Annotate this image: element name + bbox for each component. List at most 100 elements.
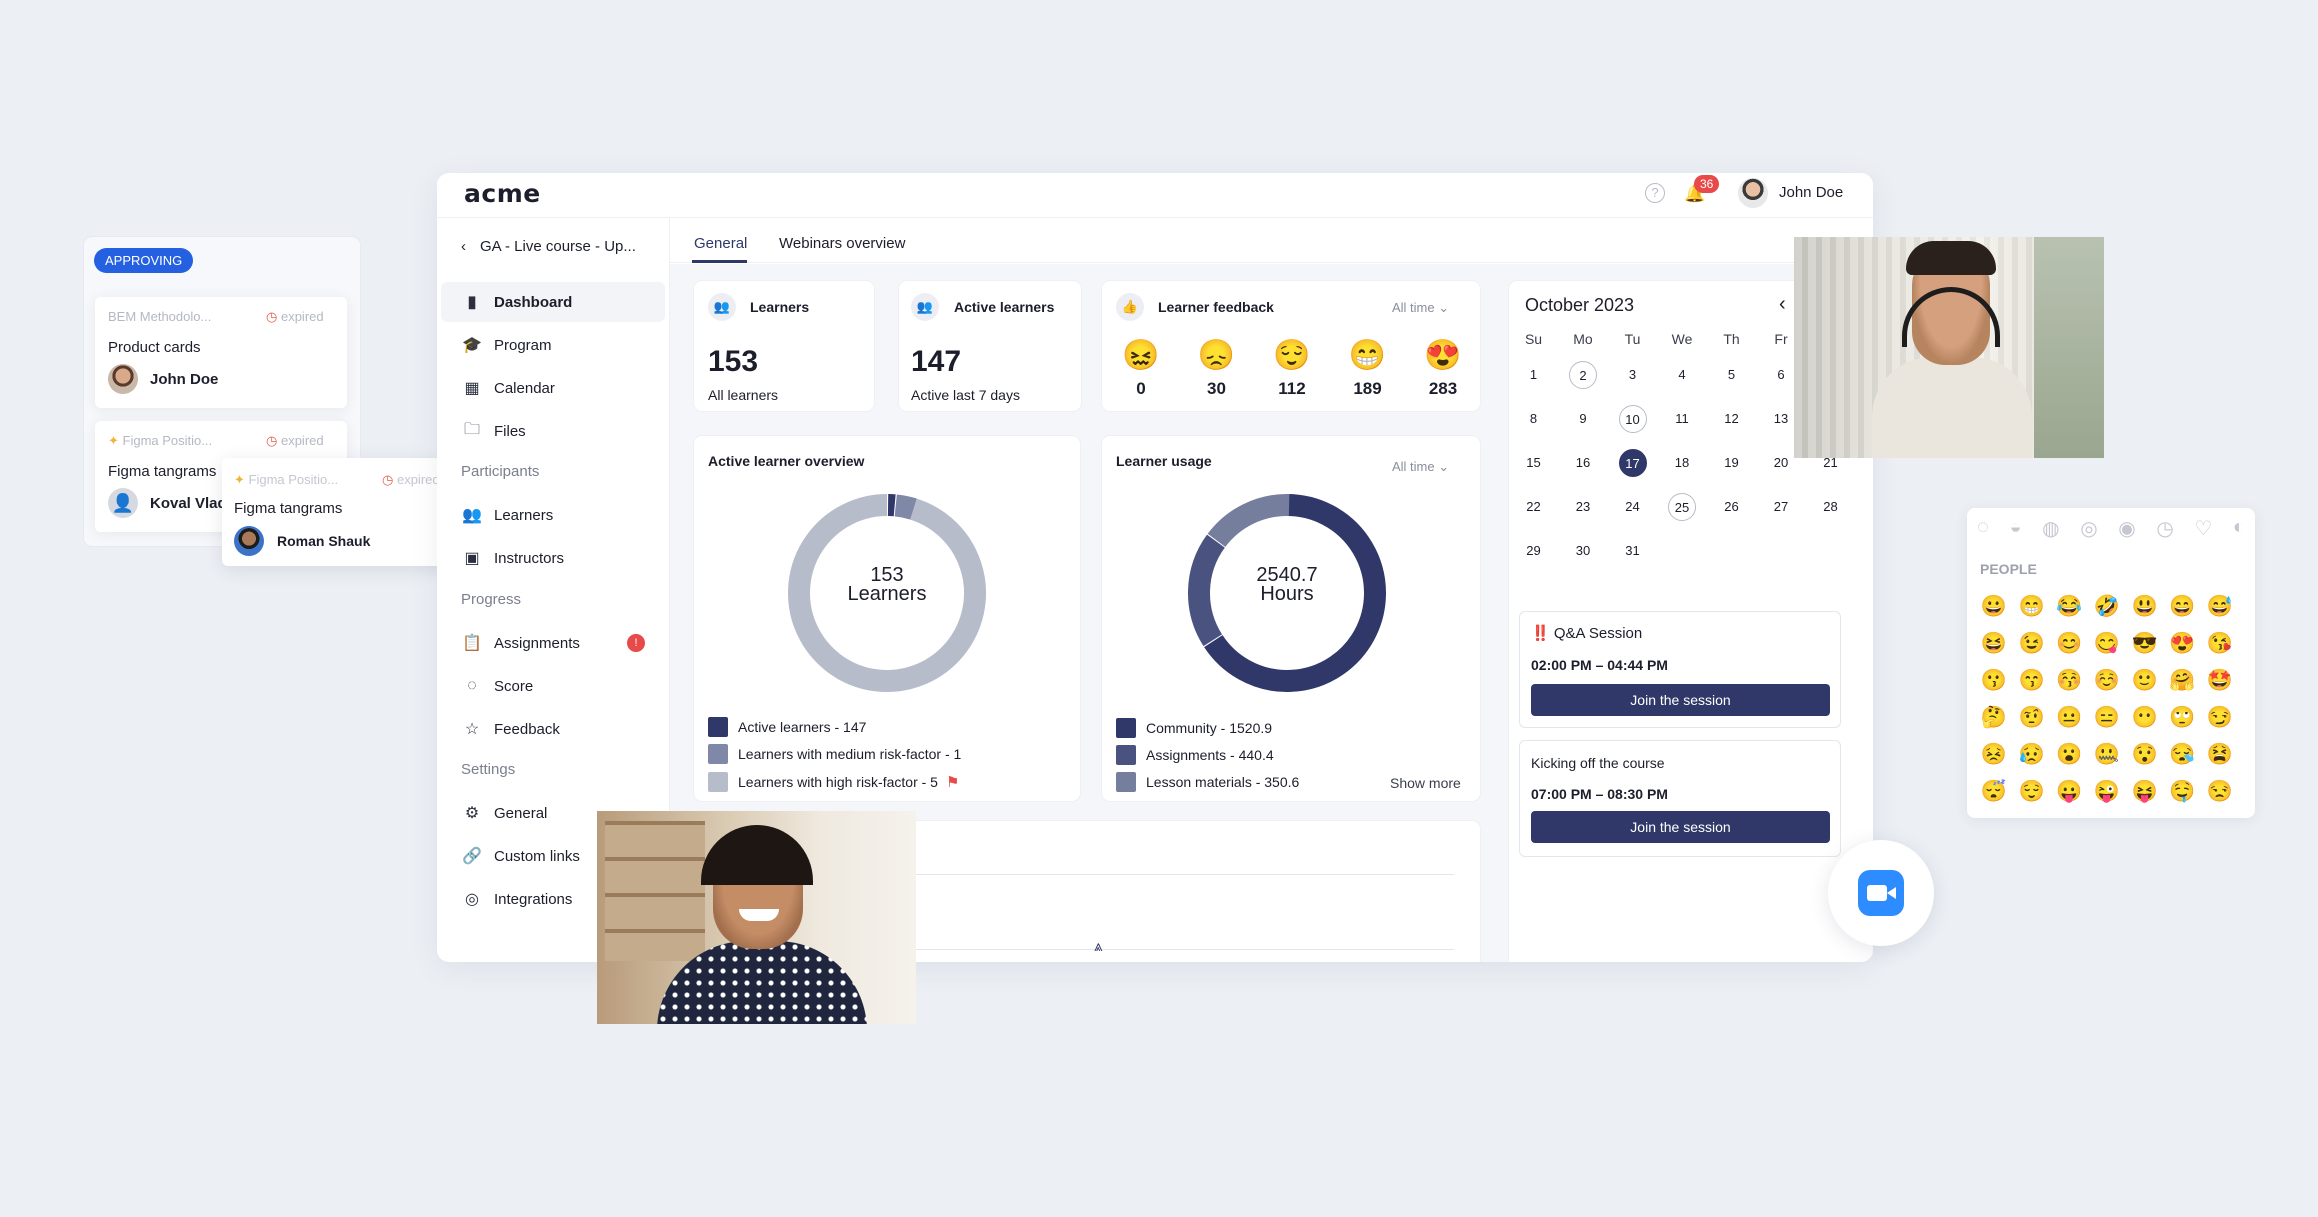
- sidebar-item-feedback[interactable]: ☆ Feedback: [437, 709, 670, 749]
- calendar-day[interactable]: 9: [1579, 411, 1587, 426]
- tab-general[interactable]: General: [694, 235, 748, 252]
- calendar-day[interactable]: 19: [1724, 455, 1739, 470]
- zoom-button[interactable]: [1828, 840, 1934, 946]
- sidebar-item-assignments[interactable]: 📋 Assignments: [462, 634, 580, 653]
- emoji-option[interactable]: 😝: [2131, 780, 2158, 803]
- calendar-day[interactable]: 5: [1727, 367, 1736, 382]
- emoji-option[interactable]: 😶: [2131, 706, 2158, 729]
- emoji-option[interactable]: ☺️: [2093, 669, 2120, 692]
- calendar-day[interactable]: 10: [1608, 405, 1657, 433]
- emoji-option[interactable]: 😑: [2093, 706, 2120, 729]
- active-learners-stat-card[interactable]: 👥 Active learners 147 Active last 7 days: [899, 281, 1081, 411]
- emoji-option[interactable]: 😥: [2018, 743, 2045, 766]
- course-breadcrumb[interactable]: ‹ GA - Live course - Up...: [461, 238, 636, 255]
- emoji-option[interactable]: 😊: [2056, 632, 2083, 655]
- calendar-day[interactable]: 23: [1575, 499, 1591, 514]
- emoji-option[interactable]: 😛: [2056, 780, 2083, 803]
- emoji-option[interactable]: 😀: [1980, 595, 2007, 618]
- user-name[interactable]: John Doe: [1779, 184, 1844, 201]
- join-session-button[interactable]: Join the session: [1531, 811, 1830, 843]
- emoji-option[interactable]: 😣: [1980, 743, 2007, 766]
- emoji-option[interactable]: 😆: [1980, 632, 2007, 655]
- calendar-day[interactable]: 12: [1724, 411, 1739, 426]
- emoji-option[interactable]: 😄: [2169, 595, 2196, 618]
- calendar-day[interactable]: 22: [1526, 499, 1541, 514]
- emoji-option[interactable]: 😜: [2093, 780, 2120, 803]
- calendar-day[interactable]: 3: [1628, 367, 1637, 382]
- calendar-day[interactable]: 15: [1526, 455, 1541, 470]
- emoji-option[interactable]: 🙄: [2169, 706, 2196, 729]
- approval-card[interactable]: BEM Methodolo... ◷ expired Product cards…: [95, 297, 347, 408]
- sidebar-item-dashboard[interactable]: ▮ Dashboard: [441, 282, 665, 322]
- emoji-option[interactable]: 😋: [2093, 632, 2120, 655]
- emoji-option[interactable]: 🤨: [2018, 706, 2045, 729]
- emoji-option[interactable]: 🤩: [2206, 669, 2234, 692]
- approval-card-floating[interactable]: ✦ Figma Positio... ◷ expired Figma tangr…: [222, 458, 458, 566]
- emoji-category-icon[interactable]: ◍: [2042, 518, 2060, 540]
- emoji-option[interactable]: 🤤: [2169, 780, 2196, 803]
- calendar-day[interactable]: 4: [1678, 367, 1686, 382]
- chevron-left-icon[interactable]: ‹: [1779, 293, 1786, 315]
- emoji-option[interactable]: 😏: [2206, 706, 2234, 729]
- learners-stat-card[interactable]: 👥 Learners 153 All learners: [694, 281, 874, 411]
- calendar-day[interactable]: 30: [1575, 543, 1591, 558]
- emoji-option[interactable]: 😮: [2056, 743, 2083, 766]
- emoji-option[interactable]: 😯: [2131, 743, 2158, 766]
- calendar-day[interactable]: 1: [1529, 367, 1538, 382]
- emoji-option[interactable]: 😌: [2018, 780, 2045, 803]
- join-session-button[interactable]: Join the session: [1531, 684, 1830, 716]
- show-more-link[interactable]: Show more: [1390, 775, 1461, 791]
- emoji-option[interactable]: 😁: [2018, 595, 2045, 618]
- emoji-category-icon[interactable]: ◒: [2009, 516, 2022, 538]
- emoji-option[interactable]: 😪: [2169, 743, 2196, 766]
- calendar-day[interactable]: 18: [1674, 455, 1690, 470]
- emoji-category-icon[interactable]: ◉: [2118, 518, 2136, 540]
- calendar-day[interactable]: 13: [1773, 411, 1789, 426]
- sidebar-item-program[interactable]: 🎓 Program: [462, 336, 552, 355]
- calendar-day[interactable]: 25: [1658, 493, 1707, 521]
- emoji-option[interactable]: 😍: [2169, 632, 2196, 655]
- calendar-day[interactable]: 24: [1625, 499, 1640, 514]
- sidebar-item-score[interactable]: ◌ Score: [437, 666, 670, 706]
- sidebar-item-learners[interactable]: 👥 Learners: [462, 506, 554, 525]
- calendar-day[interactable]: 27: [1773, 499, 1789, 514]
- tab-webinars-overview[interactable]: Webinars overview: [779, 235, 906, 252]
- calendar-day[interactable]: 28: [1823, 499, 1838, 514]
- sidebar-item-files[interactable]: 🗀 Files: [437, 411, 670, 451]
- video-tile-man[interactable]: [1794, 237, 2104, 458]
- emoji-option[interactable]: 🤔: [1980, 706, 2007, 729]
- sidebar-item-instructors[interactable]: ▣ Instructors: [437, 538, 670, 578]
- calendar-day[interactable]: 26: [1724, 499, 1739, 514]
- emoji-option[interactable]: 😐: [2056, 706, 2083, 729]
- calendar-day[interactable]: 8: [1529, 411, 1538, 426]
- emoji-category-icon[interactable]: ◐: [2232, 516, 2245, 538]
- video-tile-woman[interactable]: [597, 811, 916, 1024]
- calendar-day[interactable]: 20: [1773, 455, 1789, 470]
- emoji-option[interactable]: 🙂: [2131, 669, 2158, 692]
- calendar-day[interactable]: 21: [1823, 455, 1838, 470]
- chevron-left-icon[interactable]: ‹: [461, 238, 466, 255]
- emoji-option[interactable]: 😴: [1980, 780, 2007, 803]
- help-icon[interactable]: ?: [1645, 183, 1665, 203]
- calendar-day[interactable]: 2: [1559, 361, 1608, 389]
- emoji-option[interactable]: 😚: [2056, 669, 2083, 692]
- calendar-day[interactable]: 31: [1625, 543, 1640, 558]
- emoji-option[interactable]: 😂: [2056, 595, 2083, 618]
- sidebar-item-custom-links[interactable]: 🔗 Custom links: [462, 847, 580, 866]
- time-filter-dropdown[interactable]: All time ⌄: [1392, 459, 1450, 474]
- emoji-category-icon[interactable]: ◷: [2156, 518, 2174, 540]
- calendar-day[interactable]: 16: [1575, 455, 1591, 470]
- emoji-option[interactable]: 🤣: [2093, 595, 2120, 618]
- emoji-option[interactable]: 😉: [2018, 632, 2045, 655]
- calendar-day[interactable]: 29: [1526, 543, 1541, 558]
- user-avatar[interactable]: [1738, 178, 1768, 208]
- emoji-category-icon[interactable]: ◎: [2080, 518, 2098, 540]
- time-filter-dropdown[interactable]: All time ⌄: [1392, 300, 1450, 315]
- emoji-category-icon[interactable]: ◌: [1977, 516, 1989, 538]
- emoji-option[interactable]: 😒: [2206, 780, 2234, 803]
- calendar-day[interactable]: 11: [1675, 411, 1689, 426]
- emoji-option[interactable]: 😃: [2131, 595, 2158, 618]
- emoji-option[interactable]: 🤐: [2093, 743, 2120, 766]
- calendar-day[interactable]: 17: [1608, 449, 1657, 477]
- emoji-option[interactable]: 😫: [2206, 743, 2234, 766]
